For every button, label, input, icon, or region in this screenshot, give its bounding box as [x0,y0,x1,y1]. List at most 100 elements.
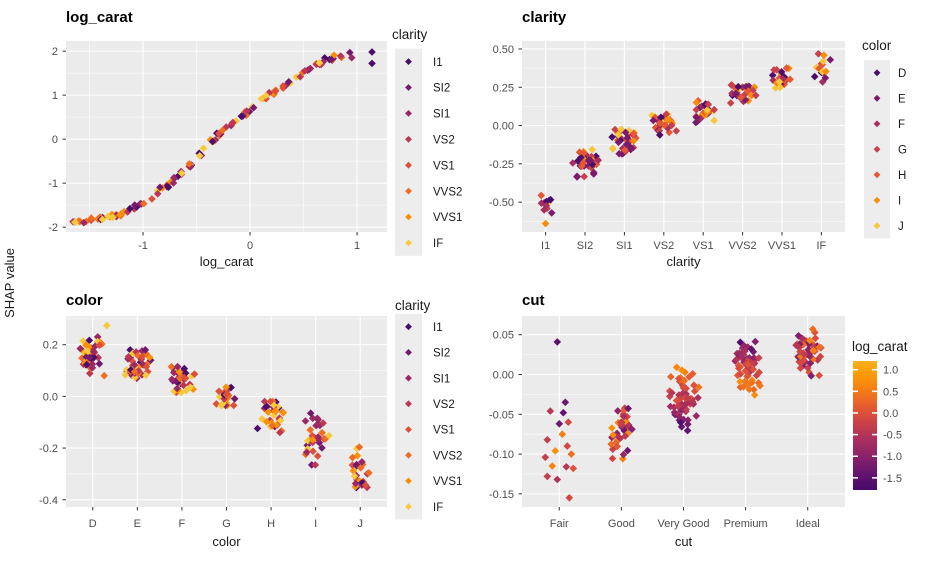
y-tick-label: -2 [48,222,58,234]
y-tick-label: -1 [48,178,58,190]
legend-key-icon [405,426,412,433]
panel-log_carat: 210-1-2-1 0 1log_caratlog_caratclarityI1SI… [48,9,462,269]
legend-log_carat: clarity I1 SI2 SI1 VS2 VS1 VVS2 VVS1 IF [392,27,462,256]
legend-item-label: IF [433,502,443,514]
legend-item-label: SI2 [433,348,450,360]
legend-item-label: I1 [433,322,443,334]
x-tick-label: Ideal [796,518,820,530]
legend-item-label: VVS2 [433,450,462,462]
plot-panel-clarity [522,41,845,232]
legend-item-label: I1 [433,57,443,69]
legend-key-icon [405,374,412,382]
legend-title-log_carat: clarity [392,27,428,42]
legend-key-icon [405,110,412,117]
panel-title-cut: cut [522,292,545,309]
scatter-points-log_carat [69,48,376,227]
x-tick-label: E [134,518,141,530]
legend-item-label: D [898,68,906,80]
x-tick-label: D [89,518,97,530]
legend-title-color: clarity [395,298,431,313]
x-axis-title-log_carat: log_carat [200,254,254,269]
legend-key-icon [405,213,412,221]
legend-item-label: VVS2 [433,186,462,198]
legend-key-icon [405,400,412,408]
legend-item-label: SI1 [433,109,450,121]
y-tick-label: 0 [52,134,58,146]
axes-clarity: 0.50 0.25 0.00 -0.25 -0.50 I1 SI2 SI1 VS2 VS1 VVS2… [489,44,827,252]
legend-item-label: VVS1 [433,212,462,224]
legend-key-strip [395,313,422,520]
x-tick-label: IF [816,240,826,252]
legend-item-label: IF [433,238,443,250]
legend-key-icon [405,323,412,331]
x-tick-label: VVS1 [768,240,796,252]
legend-key-icon [405,187,412,195]
legend-key-icon [873,196,881,204]
y-tick-label: 0.0 [43,391,58,403]
y-tick-label: 2 [52,46,58,58]
x-tick-label: I [314,518,317,530]
legend-key-icon [405,58,412,65]
x-tick-label: 0 [247,240,253,252]
x-tick-label: VS1 [693,240,714,252]
y-axis-title: SHAP value [2,248,17,318]
legend-item-label: SI1 [433,373,450,385]
y-tick-label: 0.05 [493,330,514,342]
legend-cut: log_carat 1.0 0.5 0.0 -0.5 -1.0 -1.5 [852,339,908,490]
legend-key-icon [873,171,881,179]
legend-item-label: E [898,94,906,106]
legend-key-icon [405,477,412,485]
y-tick-label: -0.15 [489,489,514,501]
panel-title-color: color [66,292,103,309]
y-tick-label: -0.2 [39,443,58,455]
legend-key-icon [405,349,412,356]
legend-item-label: J [898,221,904,233]
legend-item-label: VS2 [433,399,455,411]
legend-item-label: VS1 [433,425,455,437]
legend-key-icon [873,69,881,77]
colorbar-tick-label: 1.0 [883,365,898,377]
legend-key-icon [405,451,412,459]
legend-item-label: VVS1 [433,476,462,488]
colorbar-tick-label: 0.0 [883,408,898,420]
colorbar-tick-label: -1.5 [883,473,902,485]
scatter-points-clarity [537,50,835,228]
y-tick-label: -0.10 [489,449,514,461]
x-tick-label: VVS2 [729,240,757,252]
legend-clarity: color D E F G H I J [862,38,907,239]
panel-cut: 0.05 0.00 -0.05 -0.10 -0.15 Fair Good Very Good… [489,292,908,549]
panel-clarity: 0.50 0.25 0.00 -0.25 -0.50 I1 SI2 SI1 VS2 VS1 VVS2… [489,9,907,269]
panel-title-clarity: clarity [522,9,567,26]
colorbar-tick-label: -0.5 [883,430,902,442]
gridlines-log_carat [66,41,387,232]
x-tick-label: SI2 [577,240,594,252]
legend-key-icon [405,135,412,143]
plot-panel-log_carat [66,41,387,232]
legend-title-clarity: color [862,38,892,53]
x-tick-label: -1 [138,240,148,252]
legend-key-icon [873,145,881,153]
legend-key-strip [395,48,422,256]
x-tick-label: G [222,518,231,530]
y-tick-label: 0.00 [493,121,514,133]
y-tick-label: 1 [52,90,58,102]
legend-item-label: I [898,196,901,208]
x-tick-label: SI1 [616,240,633,252]
axes-cut: 0.05 0.00 -0.05 -0.10 -0.15 Fair Good Very Good… [489,330,820,530]
gridlines-color [66,316,387,507]
x-tick-label: I1 [541,240,550,252]
x-tick-label: Fair [550,518,569,530]
x-axis-title-clarity: clarity [667,254,701,269]
legend-item-label: VS1 [433,160,455,172]
y-tick-label: 0.2 [43,340,58,352]
legend-key-icon [405,161,412,169]
legend-key-icon [873,120,881,128]
y-tick-label: 0.25 [493,82,514,94]
y-tick-label: -0.05 [489,409,514,421]
legend-item-label: H [898,170,906,182]
scatter-points-cut [541,325,825,502]
legend-key-icon [405,239,412,247]
